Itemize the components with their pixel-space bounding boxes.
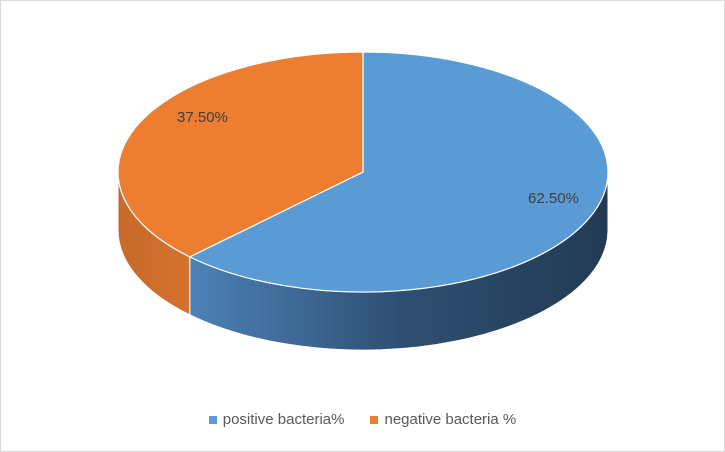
pie-slice-negative — [117, 51, 364, 258]
legend-label-negative: negative bacteria % — [384, 411, 517, 428]
legend-entry-positive: positive bacteria% — [208, 411, 345, 428]
data-label-negative: 37.50% — [177, 109, 228, 126]
legend-label-positive: positive bacteria% — [222, 411, 345, 428]
legend-swatch-positive — [208, 415, 217, 424]
legend: positive bacteria% negative bacteria % — [1, 411, 724, 428]
pie-slice-positive — [188, 51, 609, 293]
legend-entry-negative: negative bacteria % — [370, 411, 516, 428]
legend-swatch-negative — [370, 415, 379, 424]
data-label-positive: 62.50% — [528, 190, 579, 207]
